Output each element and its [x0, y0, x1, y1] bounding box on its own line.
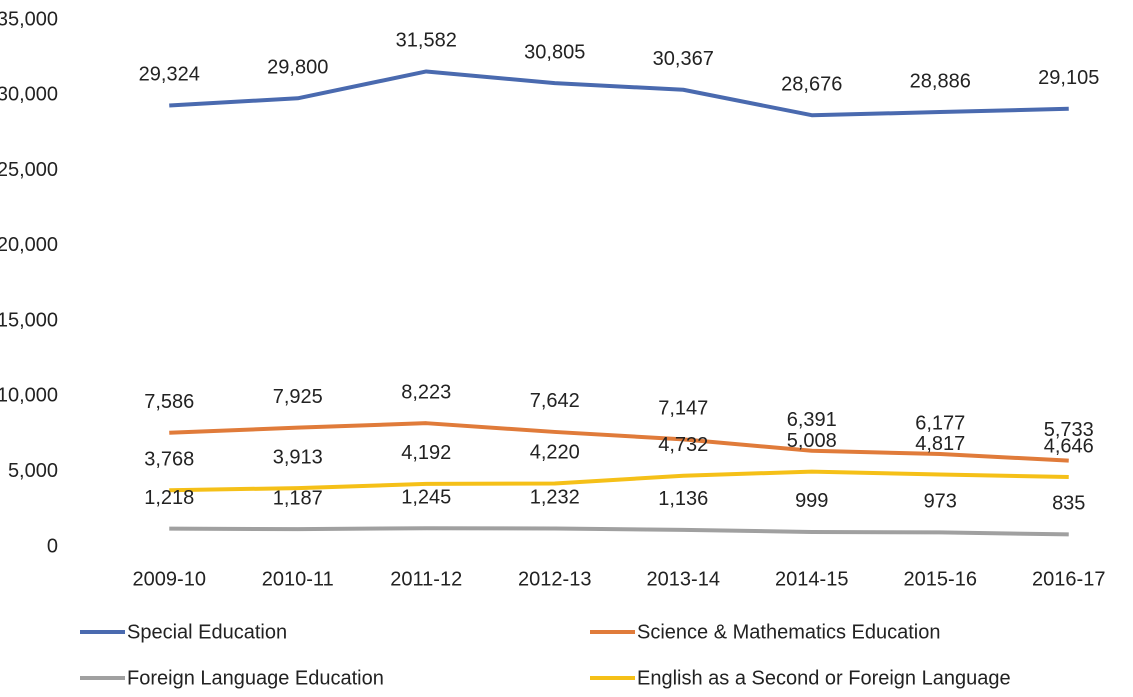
x-tick-label: 2010-11: [262, 568, 334, 590]
data-label: 835: [1052, 493, 1085, 515]
x-tick-label: 2016-17: [1032, 568, 1105, 590]
data-label: 4,646: [1044, 435, 1094, 457]
legend-label: Special Education: [127, 621, 287, 643]
data-label: 1,136: [658, 488, 708, 510]
data-label: 6,391: [787, 409, 837, 431]
series-line: [169, 421, 1069, 463]
data-label: 999: [795, 490, 828, 512]
data-label: 1,245: [401, 487, 451, 509]
legend-label: Science & Mathematics Education: [637, 621, 941, 643]
series-line: [169, 469, 1069, 493]
data-label: 28,676: [781, 74, 842, 96]
data-label: 5,008: [787, 430, 837, 452]
data-label: 3,768: [144, 449, 194, 471]
data-label: 4,220: [530, 442, 580, 464]
data-label: 28,886: [910, 70, 971, 92]
x-tick-label: 2015-16: [904, 568, 977, 590]
data-label: 7,586: [144, 391, 194, 413]
y-tick-label: 35,000: [0, 8, 58, 30]
data-label: 7,925: [273, 386, 323, 408]
data-label: 29,324: [139, 64, 200, 86]
y-tick-label: 30,000: [0, 84, 58, 106]
series-line: [169, 69, 1069, 118]
data-label: 7,642: [530, 390, 580, 412]
x-tick-label: 2014-15: [775, 568, 848, 590]
legend-label: Foreign Language Education: [127, 667, 384, 689]
y-tick-label: 10,000: [0, 385, 58, 407]
data-label: 31,582: [396, 30, 457, 52]
data-label: 1,232: [530, 487, 580, 509]
x-tick-label: 2009-10: [133, 568, 206, 590]
y-tick-label: 0: [47, 535, 58, 557]
data-label: 4,192: [401, 442, 451, 464]
data-label: 8,223: [401, 381, 451, 403]
data-label: 4,732: [658, 434, 708, 456]
data-label: 7,147: [658, 398, 708, 420]
data-label: 4,817: [915, 433, 965, 455]
y-tick-label: 25,000: [0, 159, 58, 181]
y-tick-label: 15,000: [0, 309, 58, 331]
x-tick-label: 2011-12: [390, 568, 462, 590]
legend-label: English as a Second or Foreign Language: [637, 667, 1011, 689]
data-label: 973: [924, 491, 957, 513]
data-label: 29,105: [1038, 67, 1099, 89]
data-label: 1,187: [273, 487, 323, 509]
x-tick-label: 2013-14: [647, 568, 720, 590]
y-tick-label: 5,000: [8, 460, 58, 482]
data-label: 6,177: [915, 412, 965, 434]
data-label: 5,733: [1044, 419, 1094, 441]
y-tick-label: 20,000: [0, 234, 58, 256]
x-tick-label: 2012-13: [518, 568, 591, 590]
data-label: 29,800: [267, 57, 328, 79]
data-label: 3,913: [273, 446, 323, 468]
data-label: 30,367: [653, 48, 714, 70]
series-line: [169, 526, 1069, 537]
data-label: 1,218: [144, 487, 194, 509]
data-label: 30,805: [524, 41, 585, 63]
